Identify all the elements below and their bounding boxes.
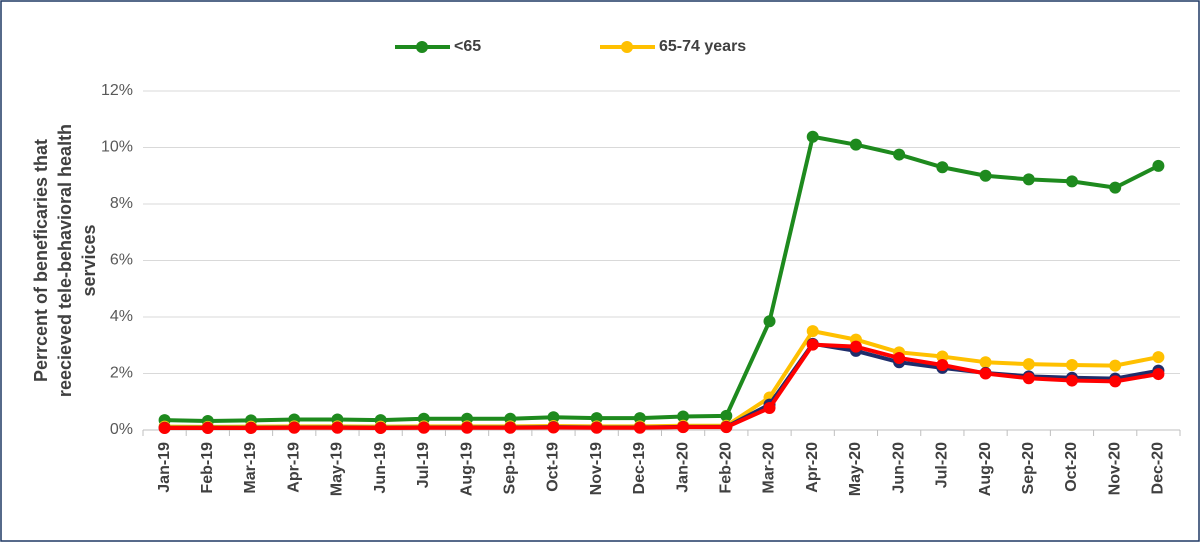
data-point (331, 421, 344, 434)
data-point (547, 411, 560, 424)
data-point (1109, 181, 1122, 194)
legend-marker (416, 41, 428, 53)
data-point (417, 421, 430, 434)
data-point (720, 409, 733, 422)
x-tick-label: Jul-20 (934, 442, 951, 488)
legend-label: <65 (454, 38, 481, 55)
data-point (849, 340, 862, 353)
x-tick-label: Jul-19 (415, 442, 432, 488)
data-point (1065, 374, 1078, 387)
data-point (245, 422, 258, 435)
data-point (590, 421, 603, 434)
x-tick-label: Dec-20 (1150, 442, 1167, 495)
legend-label: 65-74 years (659, 38, 746, 55)
data-point (936, 161, 949, 174)
x-tick-label: Oct-19 (545, 442, 562, 492)
data-point (763, 315, 776, 328)
x-tick-label: Apr-20 (804, 442, 821, 493)
data-point (979, 169, 992, 182)
x-tick-label: Sep-19 (501, 442, 518, 495)
data-point (1022, 173, 1035, 186)
data-point (893, 351, 906, 364)
x-tick-label: Feb-19 (199, 442, 216, 494)
x-tick-label: Mar-19 (242, 442, 259, 494)
y-axis-label: Perrcent of beneficaries that (31, 139, 51, 382)
data-point (547, 421, 560, 434)
data-point (288, 421, 301, 434)
data-point (979, 367, 992, 380)
x-tick-label: Sep-20 (1020, 442, 1037, 495)
y-tick-label: 0% (110, 421, 133, 438)
data-point (806, 338, 819, 351)
data-point (504, 421, 517, 434)
y-tick-label: 8% (110, 195, 133, 212)
legend-marker (621, 41, 633, 53)
data-point (1109, 375, 1122, 388)
data-point (936, 350, 949, 363)
y-axis-label: services (79, 224, 99, 296)
data-point (158, 422, 171, 435)
data-point (677, 421, 690, 434)
y-tick-label: 12% (101, 82, 133, 99)
x-tick-label: Apr-19 (285, 442, 302, 493)
x-tick-label: May-19 (329, 442, 346, 496)
data-point (806, 325, 819, 338)
data-point (1022, 358, 1035, 371)
x-tick-label: Oct-20 (1063, 442, 1080, 492)
data-point (677, 410, 690, 423)
x-tick-label: Jan-19 (156, 442, 173, 493)
data-point (806, 130, 819, 143)
series-line (164, 342, 1159, 431)
series-line (164, 134, 1160, 423)
data-point (461, 421, 474, 434)
x-tick-label: Aug-20 (977, 442, 994, 496)
data-point (633, 421, 646, 434)
y-axis-label: reecieved tele-behavioral health (55, 124, 75, 397)
x-tick-label: Jun-20 (890, 442, 907, 494)
x-tick-label: Nov-19 (588, 442, 605, 495)
x-tick-label: Jan-20 (674, 442, 691, 493)
x-tick-label: Aug-19 (458, 442, 475, 496)
data-point (1152, 159, 1165, 172)
data-point (374, 422, 387, 435)
data-point (1065, 175, 1078, 188)
x-tick-label: Dec-19 (631, 442, 648, 495)
data-point (849, 138, 862, 151)
data-point (979, 356, 992, 369)
y-tick-label: 6% (110, 252, 133, 269)
data-point (1022, 372, 1035, 385)
data-point (201, 422, 214, 435)
x-tick-label: Nov-20 (1106, 442, 1123, 495)
y-tick-label: 10% (101, 139, 133, 156)
data-point (1065, 359, 1078, 372)
y-tick-label: 4% (110, 308, 133, 325)
data-point (936, 359, 949, 372)
x-tick-label: Feb-20 (718, 442, 735, 494)
data-point (763, 401, 776, 414)
data-point (1152, 368, 1165, 381)
x-tick-label: Mar-20 (761, 442, 778, 494)
y-tick-label: 2% (110, 365, 133, 382)
data-point (720, 421, 733, 434)
data-point (1152, 351, 1165, 364)
data-point (1109, 359, 1122, 372)
x-tick-label: May-20 (847, 442, 864, 496)
x-tick-label: Jun-19 (372, 442, 389, 494)
data-point (893, 148, 906, 161)
